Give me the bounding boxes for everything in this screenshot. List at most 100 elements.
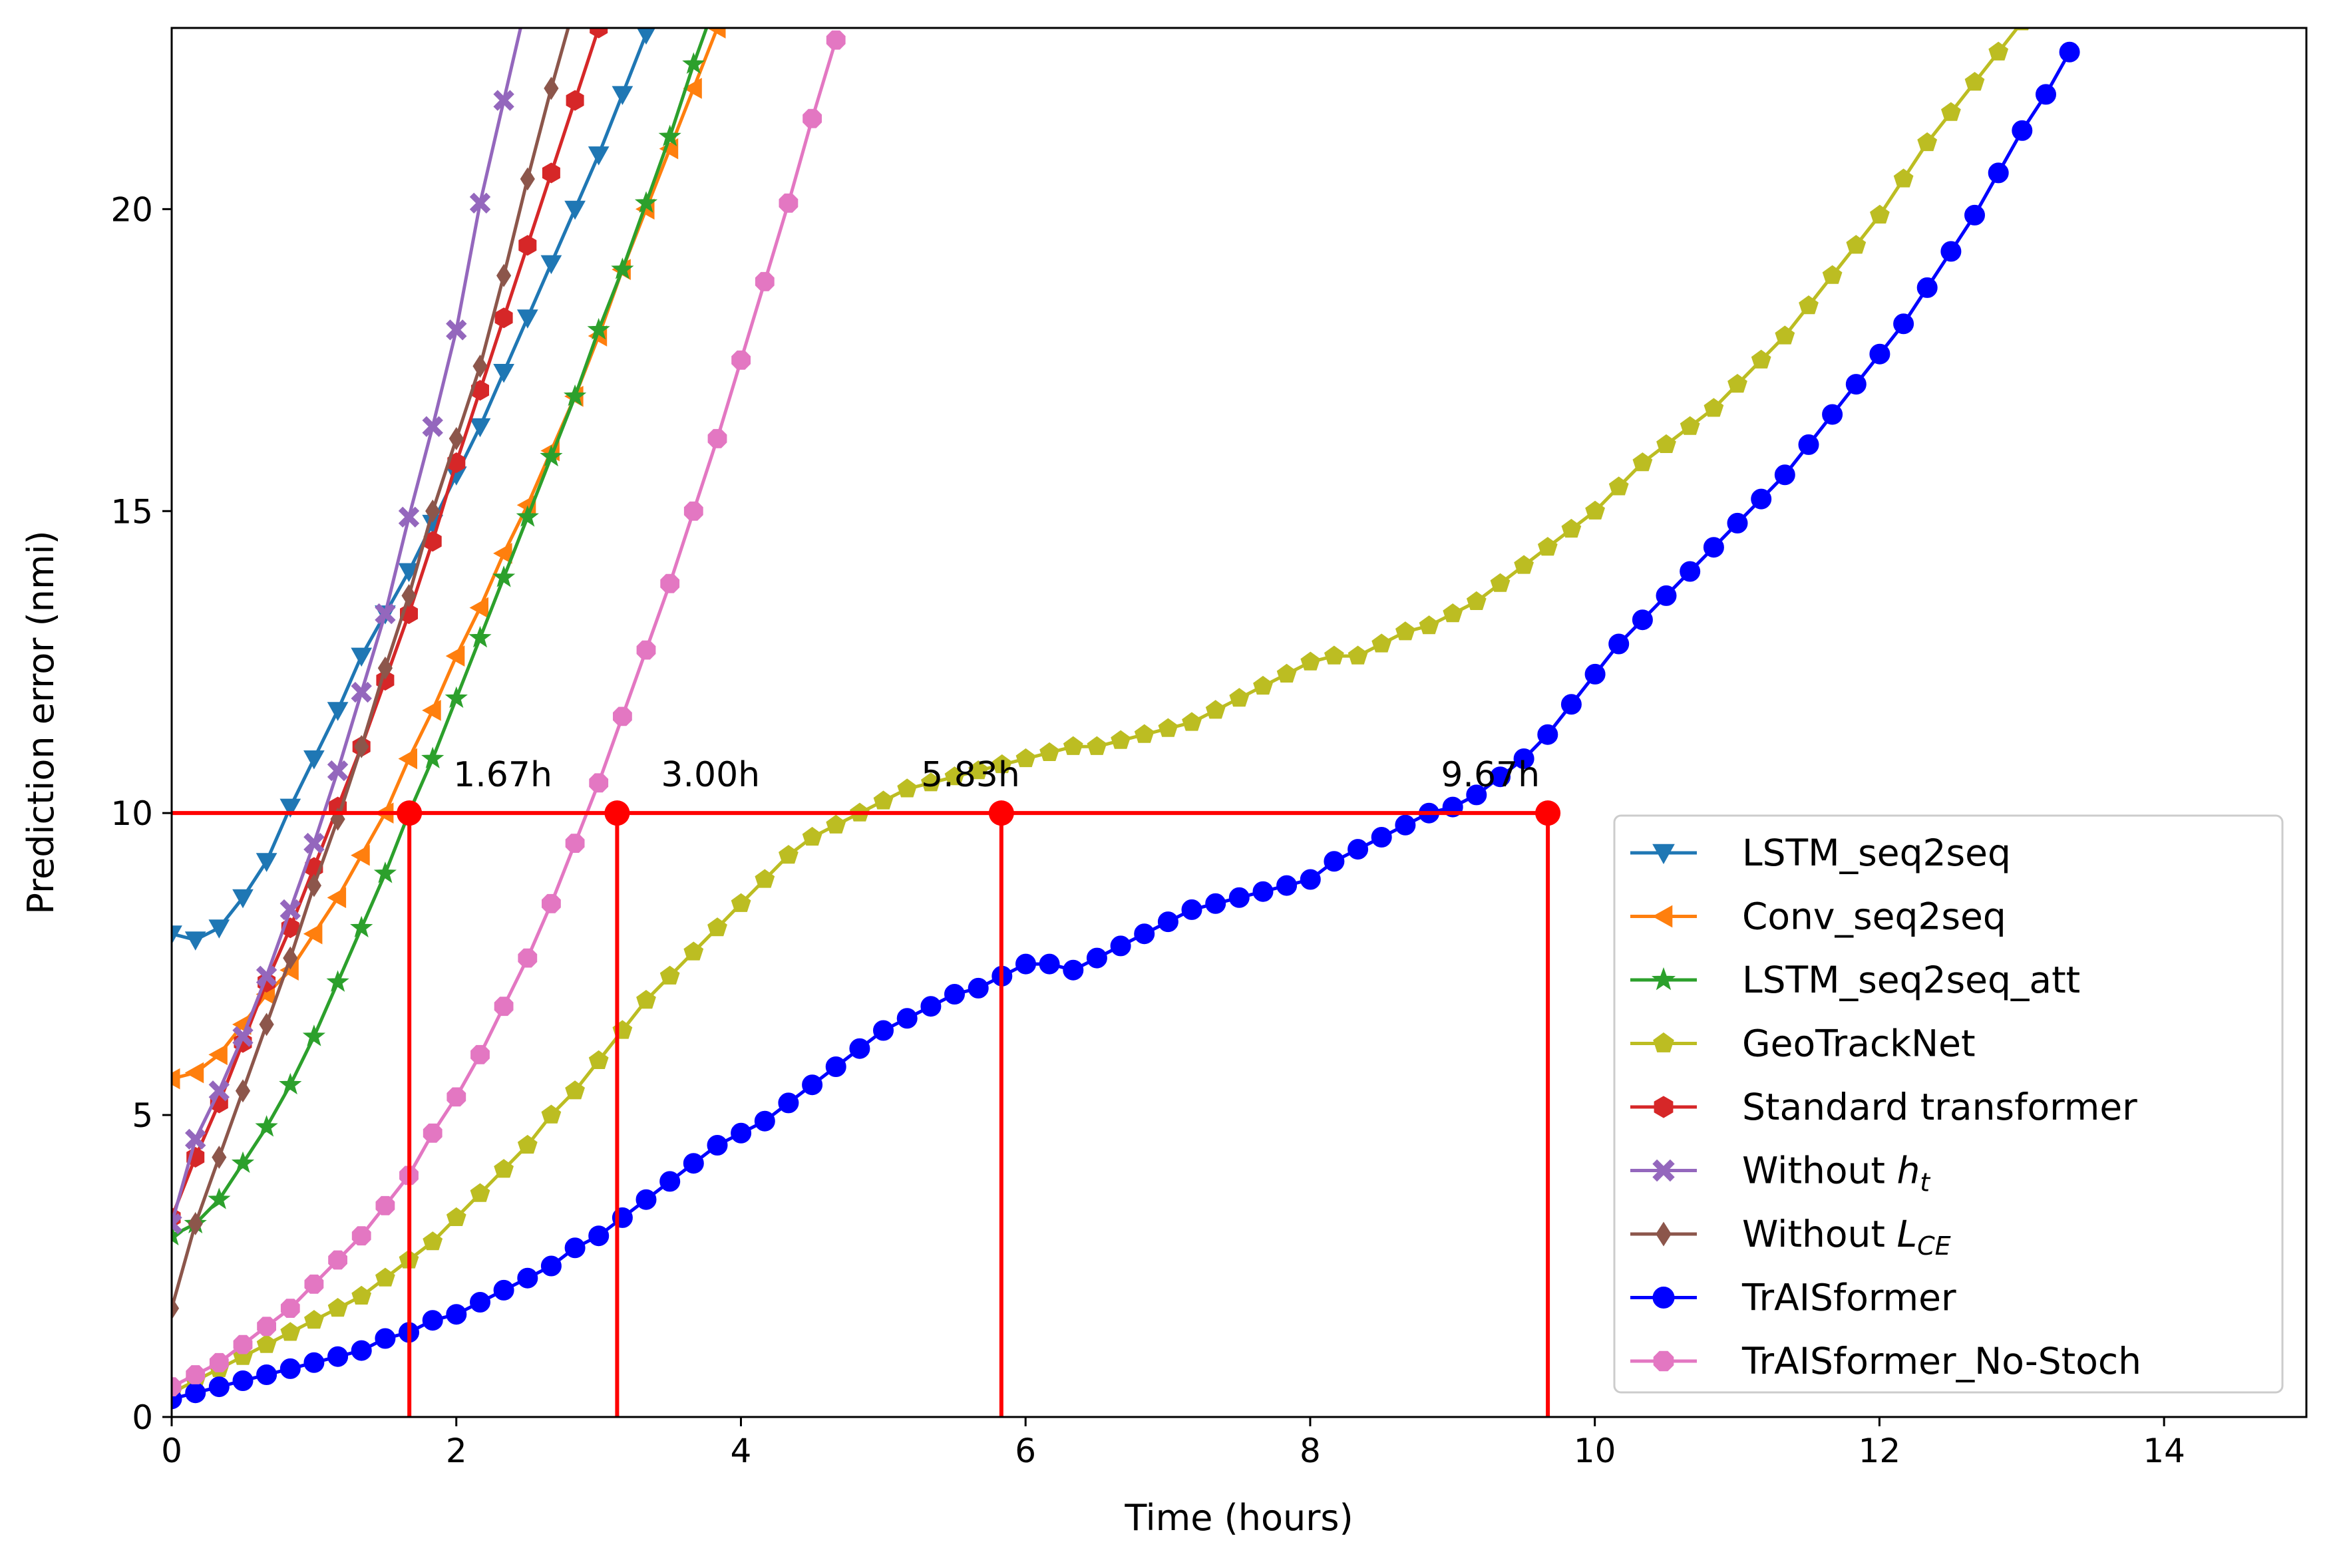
data-point-geotracknet-56 — [1490, 573, 1511, 592]
data-point-traisformer-no-stoch-21 — [660, 573, 680, 593]
data-point-traisformer-39 — [1086, 947, 1107, 969]
series-lstm-seq2seq-att — [172, 0, 727, 1246]
data-point-without-l-ce-1 — [188, 1212, 203, 1235]
y-tick-label: 15 — [110, 492, 153, 531]
annotation-label-2: 5.83h — [921, 755, 1020, 795]
legend-item-lstm-seq2seq-att: LSTM_seq2seq_att — [1630, 959, 2080, 1001]
data-point-geotracknet-47 — [1276, 663, 1297, 683]
threshold-crossing-point-2 — [988, 800, 1014, 826]
data-point-without-h-t-0 — [172, 1213, 182, 1235]
data-point-traisformer-14 — [493, 1279, 514, 1301]
plot-frame — [170, 27, 2308, 1418]
data-point-traisformer-46 — [1252, 881, 1274, 902]
data-point-standard-transformer-16 — [542, 162, 560, 184]
data-point-traisformer-no-stoch-17 — [565, 834, 585, 853]
data-point-traisformer-26 — [778, 1092, 799, 1114]
data-point-traisformer-30 — [873, 1020, 894, 1041]
data-point-traisformer-no-stoch-1 — [186, 1365, 206, 1384]
data-point-traisformer-51 — [1371, 827, 1392, 848]
series-line-conv-seq2seq — [172, 28, 719, 1081]
data-point-without-l-ce-2 — [212, 1146, 227, 1170]
data-point-geotracknet-18 — [588, 1050, 609, 1070]
data-point-traisformer-12 — [446, 1304, 467, 1325]
data-point-without-l-ce-6 — [306, 873, 321, 897]
series-geotracknet — [172, 28, 2030, 1402]
legend-marker-conv-seq2seq — [1652, 905, 1673, 928]
data-point-traisformer-1 — [185, 1382, 206, 1404]
data-point-without-l-ce-9 — [377, 656, 393, 680]
data-point-lstm-seq2seq-att-3 — [231, 1151, 255, 1174]
series-traisformer — [172, 41, 2080, 1410]
data-point-traisformer-15 — [517, 1267, 538, 1289]
data-point-traisformer-no-stoch-13 — [470, 1044, 490, 1064]
data-point-traisformer-16 — [540, 1255, 562, 1277]
data-point-geotracknet-35 — [991, 754, 1012, 774]
data-point-standard-transformer-14 — [494, 307, 513, 329]
data-point-traisformer-no-stoch-26 — [779, 193, 799, 213]
data-point-traisformer-71 — [1845, 374, 1867, 395]
legend-item-traisformer: TrAISformer — [1630, 1277, 1956, 1319]
data-point-lstm-seq2seq-3 — [232, 889, 254, 909]
data-point-geotracknet-36 — [1015, 748, 1036, 768]
legend: LSTM_seq2seq Conv_seq2seq LSTM_seq2seq_att… — [1613, 814, 2284, 1394]
data-point-lstm-seq2seq-att-22 — [682, 52, 705, 74]
data-point-traisformer-6 — [303, 1352, 325, 1373]
data-point-standard-transformer-13 — [471, 380, 489, 401]
data-point-traisformer-55 — [1466, 784, 1487, 806]
series-line-traisformer-no-stoch — [172, 39, 838, 1388]
data-point-without-h-t-8 — [351, 681, 372, 703]
data-point-geotracknet-25 — [755, 869, 775, 888]
threshold-crossing-point-0 — [397, 800, 423, 826]
data-point-geotracknet-23 — [707, 917, 727, 937]
data-point-without-h-t-10 — [398, 506, 420, 528]
data-point-geotracknet-61 — [1608, 476, 1629, 496]
data-point-lstm-seq2seq-att-23 — [707, 0, 727, 7]
data-point-geotracknet-16 — [541, 1104, 562, 1124]
data-point-lstm-seq2seq-20 — [637, 28, 655, 45]
x-tick-label: 8 — [1300, 1432, 1321, 1470]
data-point-standard-transformer-15 — [518, 235, 537, 256]
data-point-traisformer-23 — [707, 1135, 728, 1156]
data-point-lstm-seq2seq-att-18 — [587, 317, 610, 340]
data-point-traisformer-no-stoch-16 — [542, 893, 561, 913]
legend-item-standard-transformer: Standard transformer — [1630, 1086, 2137, 1128]
data-point-without-l-ce-13 — [472, 354, 488, 378]
data-point-traisformer-11 — [422, 1310, 443, 1331]
data-point-geotracknet-69 — [1799, 295, 1819, 315]
data-point-geotracknet-62 — [1632, 452, 1653, 472]
data-point-traisformer-5 — [279, 1358, 301, 1379]
series-line-lstm-seq2seq-att — [172, 28, 709, 1237]
data-point-geotracknet-39 — [1087, 736, 1107, 755]
data-point-without-h-t-6 — [303, 832, 325, 854]
data-point-geotracknet-22 — [683, 941, 704, 961]
data-point-lstm-seq2seq-5 — [279, 798, 301, 818]
data-point-traisformer-25 — [754, 1110, 775, 1132]
x-tick-label: 12 — [1859, 1432, 1901, 1470]
data-point-lstm-seq2seq-att-20 — [634, 191, 658, 213]
data-point-geotracknet-51 — [1371, 633, 1392, 653]
data-point-conv-seq2seq-0 — [172, 1068, 180, 1090]
legend-marker-traisformer — [1652, 1287, 1675, 1309]
data-point-traisformer-9 — [375, 1328, 396, 1349]
data-point-lstm-seq2seq-0 — [172, 925, 182, 945]
data-point-traisformer-52 — [1395, 814, 1416, 836]
data-point-geotracknet-20 — [636, 989, 656, 1009]
data-point-traisformer-2 — [208, 1376, 230, 1398]
data-point-geotracknet-73 — [1893, 168, 1914, 188]
data-point-without-h-t-13 — [469, 192, 491, 214]
data-point-conv-seq2seq-6 — [303, 923, 323, 945]
data-point-traisformer-8 — [351, 1340, 372, 1361]
data-point-traisformer-45 — [1228, 887, 1250, 908]
data-point-geotracknet-58 — [1537, 537, 1558, 556]
data-point-traisformer-no-stoch-20 — [636, 640, 656, 660]
data-point-geotracknet-68 — [1775, 325, 1795, 345]
data-point-traisformer-no-stoch-22 — [683, 501, 703, 521]
data-point-traisformer-no-stoch-0 — [172, 1377, 182, 1397]
legend-marker-without-l-ce — [1656, 1221, 1672, 1247]
data-point-geotracknet-42 — [1158, 718, 1178, 737]
data-point-traisformer-69 — [1798, 434, 1819, 455]
data-point-geotracknet-21 — [659, 965, 680, 985]
series-line-without-h-t — [172, 28, 522, 1225]
annotation-label-1: 3.00h — [661, 755, 760, 795]
